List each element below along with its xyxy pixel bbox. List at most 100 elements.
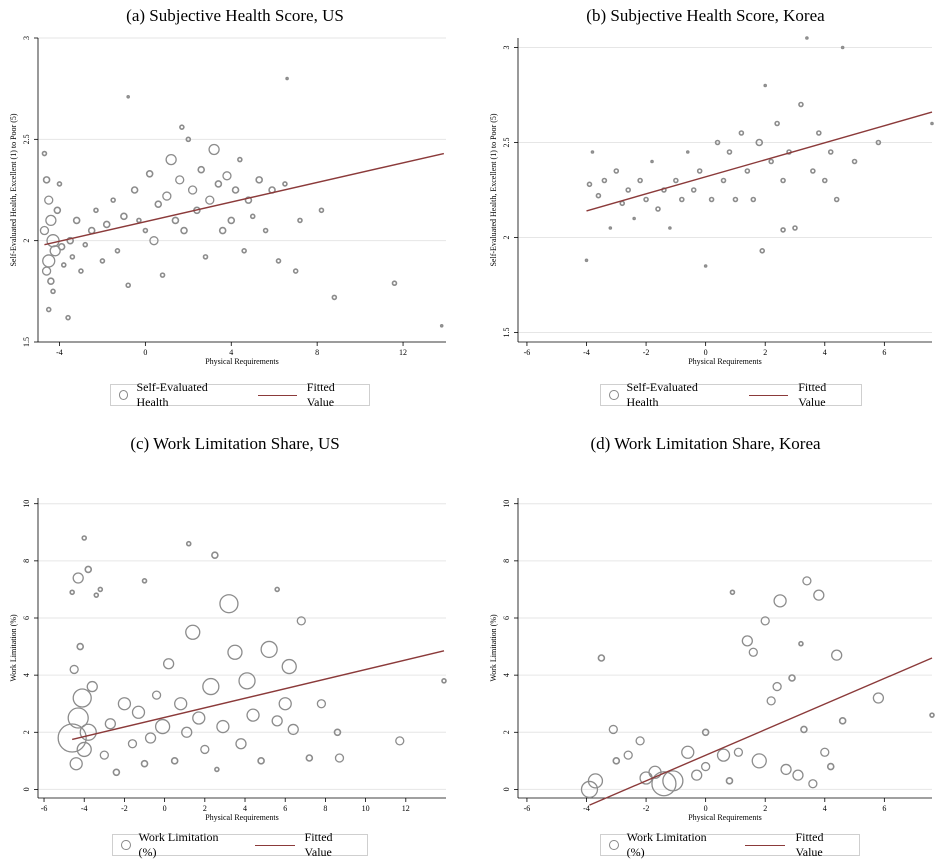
data-point	[716, 748, 731, 762]
data-point	[149, 236, 159, 246]
data-point	[154, 718, 171, 735]
data-point	[651, 771, 677, 797]
data-point	[255, 176, 263, 184]
data-point	[41, 150, 48, 157]
fitted-line	[586, 111, 933, 212]
data-point	[49, 245, 61, 257]
x-tick-label: 4	[243, 804, 247, 813]
data-point	[580, 780, 599, 799]
x-tick-label: -4	[56, 348, 63, 357]
data-point	[668, 226, 672, 230]
data-point	[838, 717, 847, 725]
data-point	[733, 747, 744, 757]
data-point	[278, 697, 292, 711]
x-tick-label: 2	[763, 348, 767, 357]
data-point	[275, 258, 282, 264]
data-point	[185, 136, 192, 143]
data-point	[816, 130, 822, 136]
data-point	[76, 642, 85, 651]
data-point	[44, 195, 54, 205]
data-point	[297, 217, 303, 224]
data-point	[57, 242, 66, 251]
data-point	[833, 196, 840, 203]
data-point	[211, 551, 219, 559]
x-axis-label: Physical Requirements	[205, 813, 279, 822]
chart-title: (b) Subjective Health Score, Korea	[586, 6, 825, 25]
data-point	[595, 192, 602, 199]
y-tick-label: 10	[22, 500, 31, 508]
data-point	[287, 723, 299, 736]
data-point	[84, 565, 93, 574]
data-point	[57, 723, 87, 753]
data-point	[391, 280, 398, 287]
data-point	[655, 206, 661, 212]
data-point	[141, 578, 148, 584]
chart-title: (a) Subjective Health Score, US	[126, 6, 344, 25]
data-point	[625, 187, 632, 193]
data-point	[165, 153, 177, 166]
data-point	[47, 277, 55, 286]
data-point	[700, 761, 711, 772]
x-tick-label: 8	[323, 804, 327, 813]
legend-marker-icon	[609, 390, 619, 400]
x-tick-label: 6	[882, 348, 886, 357]
data-point	[97, 586, 104, 593]
data-point	[696, 168, 703, 174]
data-point	[744, 168, 751, 174]
data-point	[82, 241, 89, 248]
data-point	[246, 708, 260, 722]
data-point	[875, 139, 882, 146]
data-point	[131, 705, 146, 719]
chart-a-svg: 1.5 2 2.5 3 -4 0 4 8 12 Physical Requirements Self…	[9, 36, 446, 366]
data-point	[65, 314, 71, 321]
x-axis-label: Physical Requirements	[688, 357, 762, 366]
data-point	[741, 635, 753, 647]
data-point	[685, 150, 690, 154]
data-point	[750, 196, 757, 203]
fitted-line	[44, 152, 445, 246]
data-point	[216, 719, 230, 734]
data-point	[104, 718, 117, 730]
panel-d: (d) Work Limitation Share, Korea 0 2 4 6 8 10…	[470, 428, 941, 859]
data-point	[780, 177, 786, 184]
data-point	[748, 647, 758, 657]
data-point	[72, 572, 84, 584]
data-point	[608, 724, 618, 735]
data-point	[679, 196, 685, 203]
y-tick-label: 4	[22, 673, 31, 677]
legend: Self-Evaluated Health Fitted Value	[110, 380, 370, 409]
data-point	[271, 715, 283, 727]
data-point	[760, 616, 770, 626]
data-point	[726, 149, 733, 155]
data-point	[827, 149, 834, 155]
y-axis-label: Work Limitation (%)	[9, 614, 18, 682]
data-point	[788, 674, 796, 682]
data-point	[738, 130, 745, 136]
data-point	[285, 76, 289, 81]
data-point	[703, 264, 708, 268]
data-point	[56, 181, 63, 187]
panel-b: (b) Subjective Health Score, Korea 1.5 2 2…	[470, 0, 941, 428]
data-point	[601, 177, 608, 184]
data-point	[222, 171, 232, 181]
data-point	[612, 757, 621, 765]
data-point	[772, 681, 782, 692]
data-point	[174, 697, 188, 711]
data-point	[72, 688, 92, 708]
legend-line-icon	[257, 394, 297, 396]
data-point	[238, 672, 256, 690]
data-point	[99, 258, 106, 264]
legend-label: Self-Evaluated Health	[626, 380, 698, 409]
data-point	[78, 268, 84, 274]
data-point	[67, 707, 89, 729]
x-tick-label: 0	[143, 348, 147, 357]
fitted-line	[589, 657, 933, 806]
data-point	[635, 736, 645, 746]
data-point	[126, 94, 130, 99]
data-point	[142, 227, 149, 234]
x-tick-label: 6	[882, 804, 886, 813]
data-point	[292, 268, 299, 274]
data-point	[39, 225, 50, 236]
data-point	[187, 185, 198, 195]
data-point	[586, 181, 593, 188]
